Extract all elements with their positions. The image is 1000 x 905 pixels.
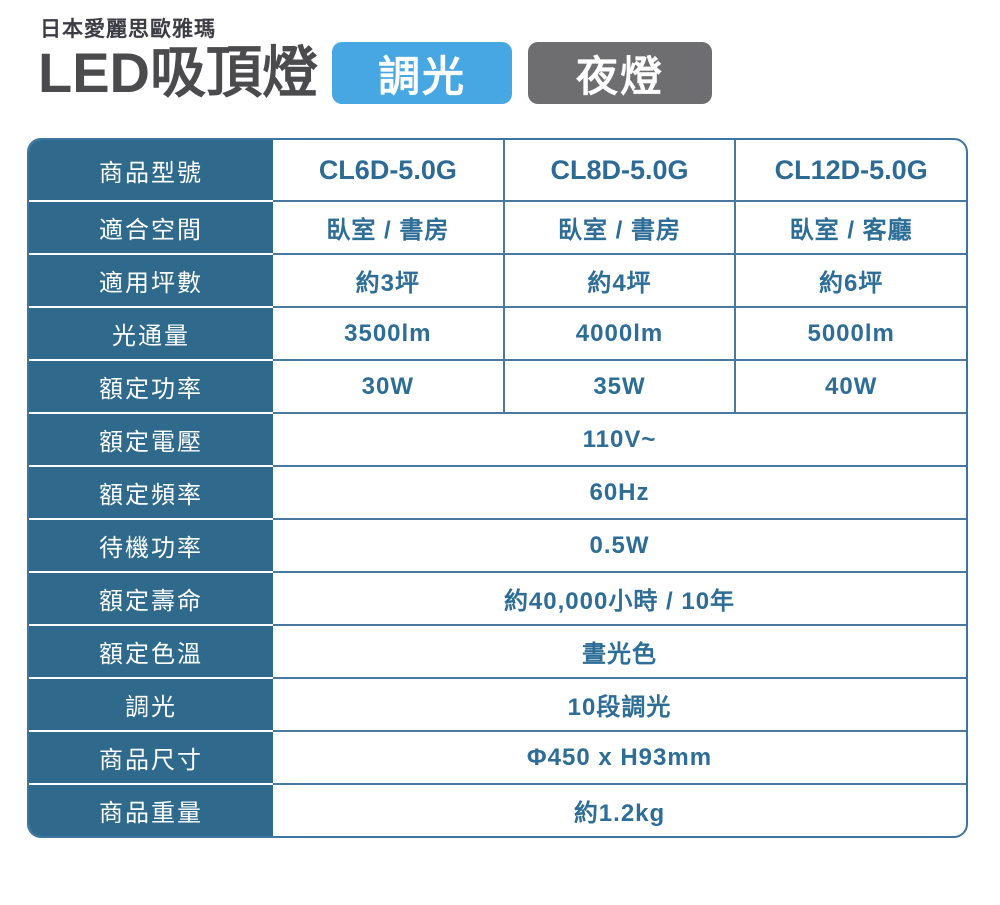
brand-text: 日本愛麗思歐雅瑪 bbox=[40, 18, 216, 41]
value-cell-span: 約40,000小時 / 10年 bbox=[273, 571, 966, 624]
table-row-space: 適合空間 臥室 / 書房 臥室 / 書房 臥室 / 客廳 bbox=[29, 200, 966, 253]
value-cell-span: 60Hz bbox=[273, 465, 966, 518]
table-row-rated-frequency: 額定頻率 60Hz bbox=[29, 465, 966, 518]
value-cell-span: 110V~ bbox=[273, 412, 966, 465]
row-label: 適用坪數 bbox=[29, 253, 273, 306]
row-label: 額定色溫 bbox=[29, 624, 273, 677]
title-row: LED吸頂燈 調光 夜燈 bbox=[38, 42, 712, 104]
table-row-rated-life: 額定壽命 約40,000小時 / 10年 bbox=[29, 571, 966, 624]
row-label: 商品型號 bbox=[29, 140, 273, 200]
value-cell-span: 0.5W bbox=[273, 518, 966, 571]
table-row-luminous-flux: 光通量 3500lm 4000lm 5000lm bbox=[29, 306, 966, 359]
value-cell: 約4坪 bbox=[502, 253, 735, 306]
model-cell: CL12D-5.0G bbox=[734, 140, 966, 200]
table-row-dimensions: 商品尺寸 Φ450 x H93mm bbox=[29, 730, 966, 783]
value-cell: 臥室 / 書房 bbox=[502, 200, 735, 253]
table-row-dimming: 調光 10段調光 bbox=[29, 677, 966, 730]
value-cell-span: Φ450 x H93mm bbox=[273, 730, 966, 783]
value-cell: 約6坪 bbox=[734, 253, 966, 306]
row-label: 額定電壓 bbox=[29, 412, 273, 465]
value-cell: 臥室 / 客廳 bbox=[734, 200, 966, 253]
row-label: 商品重量 bbox=[29, 783, 273, 836]
row-label: 商品尺寸 bbox=[29, 730, 273, 783]
table-row-weight: 商品重量 約1.2kg bbox=[29, 783, 966, 836]
dimming-badge: 調光 bbox=[332, 42, 512, 104]
table-row-area: 適用坪數 約3坪 約4坪 約6坪 bbox=[29, 253, 966, 306]
row-label: 調光 bbox=[29, 677, 273, 730]
page-title: LED吸頂燈 bbox=[38, 41, 318, 104]
nightlight-badge: 夜燈 bbox=[528, 42, 712, 104]
value-cell: 4000lm bbox=[502, 306, 735, 359]
row-label: 光通量 bbox=[29, 306, 273, 359]
value-cell: 40W bbox=[734, 359, 966, 412]
row-label: 適合空間 bbox=[29, 200, 273, 253]
value-cell-span: 晝光色 bbox=[273, 624, 966, 677]
row-label: 待機功率 bbox=[29, 518, 273, 571]
table-row-model: 商品型號 CL6D-5.0G CL8D-5.0G CL12D-5.0G bbox=[29, 140, 966, 200]
value-cell: 臥室 / 書房 bbox=[273, 200, 503, 253]
table-row-rated-voltage: 額定電壓 110V~ bbox=[29, 412, 966, 465]
row-label: 額定功率 bbox=[29, 359, 273, 412]
value-cell: 5000lm bbox=[734, 306, 966, 359]
table-row-color-temperature: 額定色溫 晝光色 bbox=[29, 624, 966, 677]
table-row-rated-power: 額定功率 30W 35W 40W bbox=[29, 359, 966, 412]
value-cell: 35W bbox=[502, 359, 735, 412]
value-cell: 約3坪 bbox=[273, 253, 503, 306]
value-cell-span: 約1.2kg bbox=[273, 783, 966, 836]
model-cell: CL6D-5.0G bbox=[318, 154, 457, 185]
value-cell: 3500lm bbox=[273, 306, 503, 359]
value-cell: 30W bbox=[273, 359, 503, 412]
value-cell-span: 10段調光 bbox=[273, 677, 966, 730]
spec-table: 商品型號 CL6D-5.0G CL8D-5.0G CL12D-5.0G 適合空間… bbox=[27, 138, 968, 838]
row-label: 額定頻率 bbox=[29, 465, 273, 518]
table-row-standby-power: 待機功率 0.5W bbox=[29, 518, 966, 571]
row-label: 額定壽命 bbox=[29, 571, 273, 624]
model-cell: CL8D-5.0G bbox=[502, 140, 735, 200]
